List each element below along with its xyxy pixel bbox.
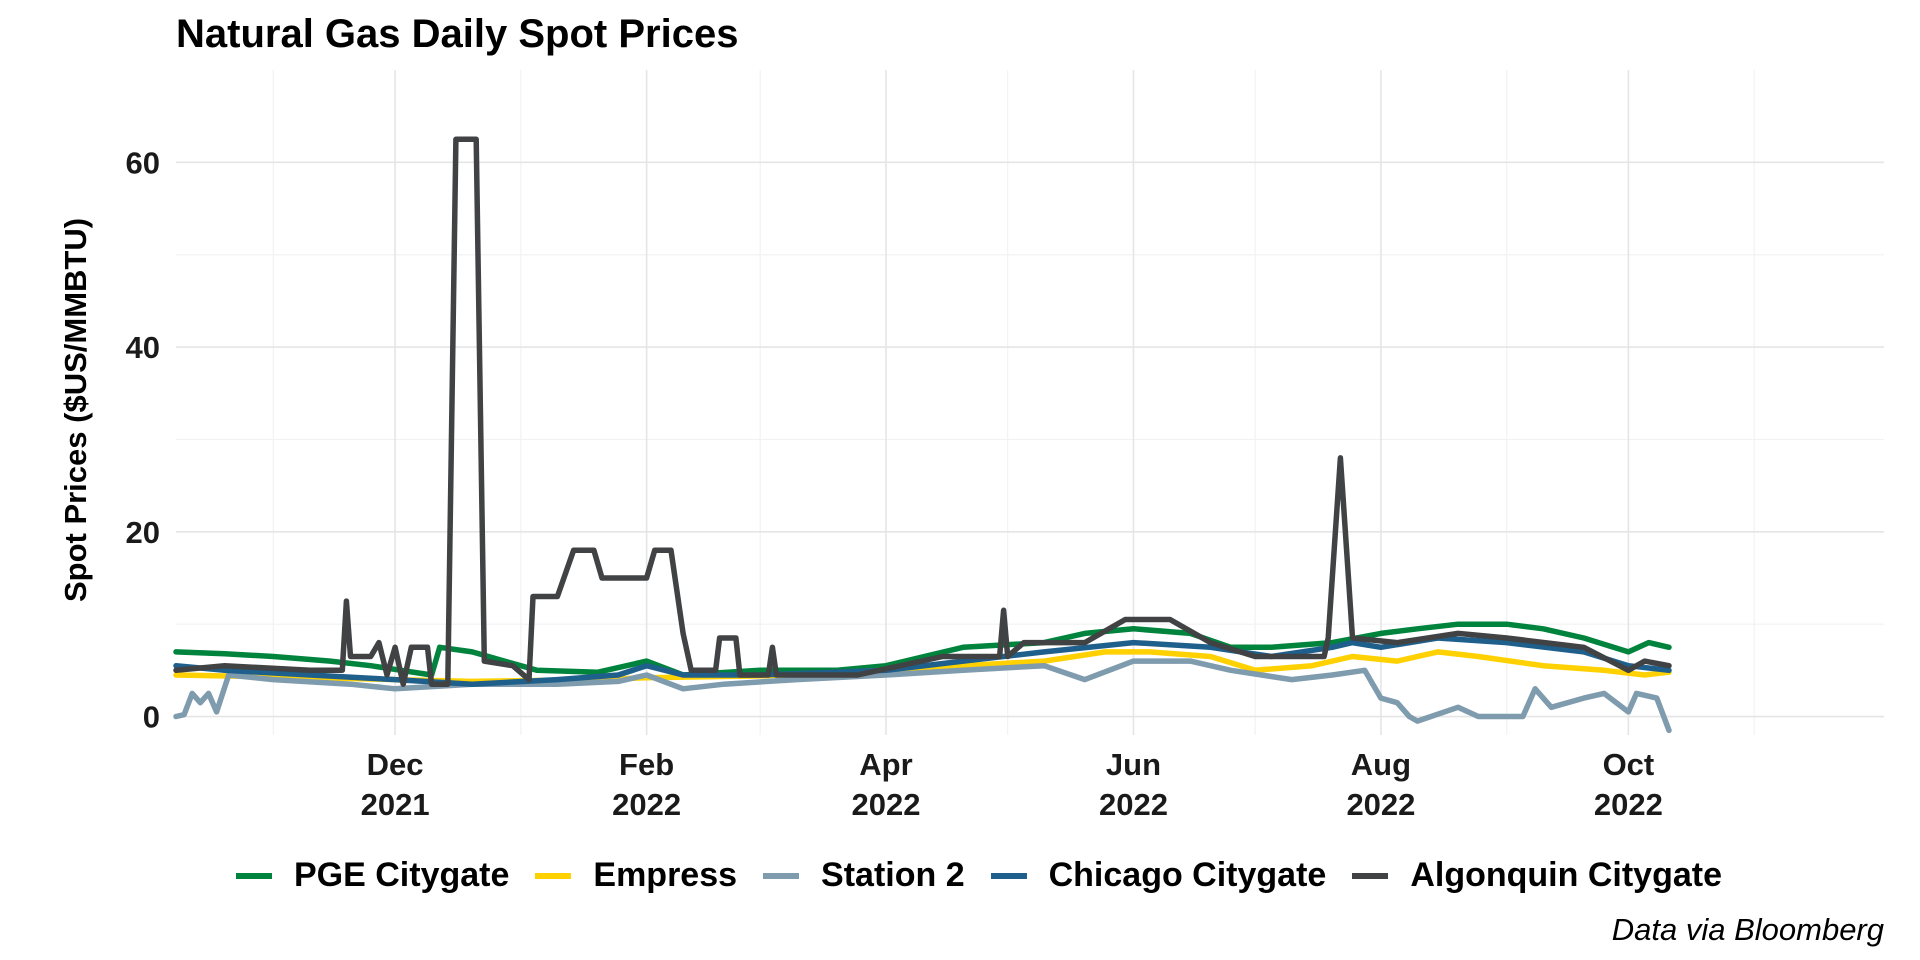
series-lines	[173, 136, 1672, 734]
caption: Data via Bloomberg	[1611, 912, 1884, 947]
legend-key	[236, 872, 272, 879]
x-tick-label: Dec 2021	[361, 747, 430, 822]
chart-title: Natural Gas Daily Spot Prices	[176, 12, 739, 56]
legend-label: Empress	[593, 856, 738, 894]
legend-key	[763, 872, 800, 879]
legend-label: PGE Citygate	[294, 856, 510, 894]
legend-item: Algonquin Citygate	[1352, 856, 1722, 895]
legend-key	[535, 872, 572, 879]
x-tick-label: Aug 2022	[1346, 747, 1415, 822]
legend: PGE Citygate Empress Station 2 Chicago City…	[236, 856, 1748, 895]
series-line-pge-citygate	[173, 621, 1672, 678]
y-tick-label: 60	[126, 145, 160, 180]
legend-item: PGE Citygate	[236, 856, 509, 895]
y-tick-labels: 0 20 40 60	[126, 145, 160, 734]
legend-item: Station 2	[763, 856, 965, 895]
legend-item: Chicago Citygate	[990, 856, 1327, 895]
y-tick-label: 40	[126, 330, 160, 365]
legend-label: Algonquin Citygate	[1410, 856, 1722, 894]
legend-label: Chicago Citygate	[1048, 856, 1327, 894]
x-tick-label: Jun 2022	[1099, 747, 1168, 822]
legend-item: Empress	[535, 856, 737, 895]
x-tick-labels: Dec 2021 Feb 2022 Apr 2022 Jun 2022 Aug 2022 Oct 20…	[361, 747, 1663, 822]
legend-key	[1352, 872, 1389, 879]
series-line-algonquin-citygate	[173, 136, 1672, 687]
series-line-station-2	[173, 658, 1672, 734]
x-tick-label: Oct 2022	[1594, 747, 1663, 822]
x-tick-label: Feb 2022	[612, 747, 681, 822]
series-line-chicago-citygate	[173, 635, 1672, 687]
y-axis-title: Spot Prices ($US/MMBTU)	[58, 218, 93, 602]
x-tick-label: Apr 2022	[851, 747, 920, 822]
y-tick-label: 20	[126, 515, 160, 550]
legend-label: Station 2	[821, 856, 965, 894]
legend-key	[990, 872, 1027, 879]
y-tick-label: 0	[143, 700, 160, 735]
gridlines	[176, 70, 1884, 735]
